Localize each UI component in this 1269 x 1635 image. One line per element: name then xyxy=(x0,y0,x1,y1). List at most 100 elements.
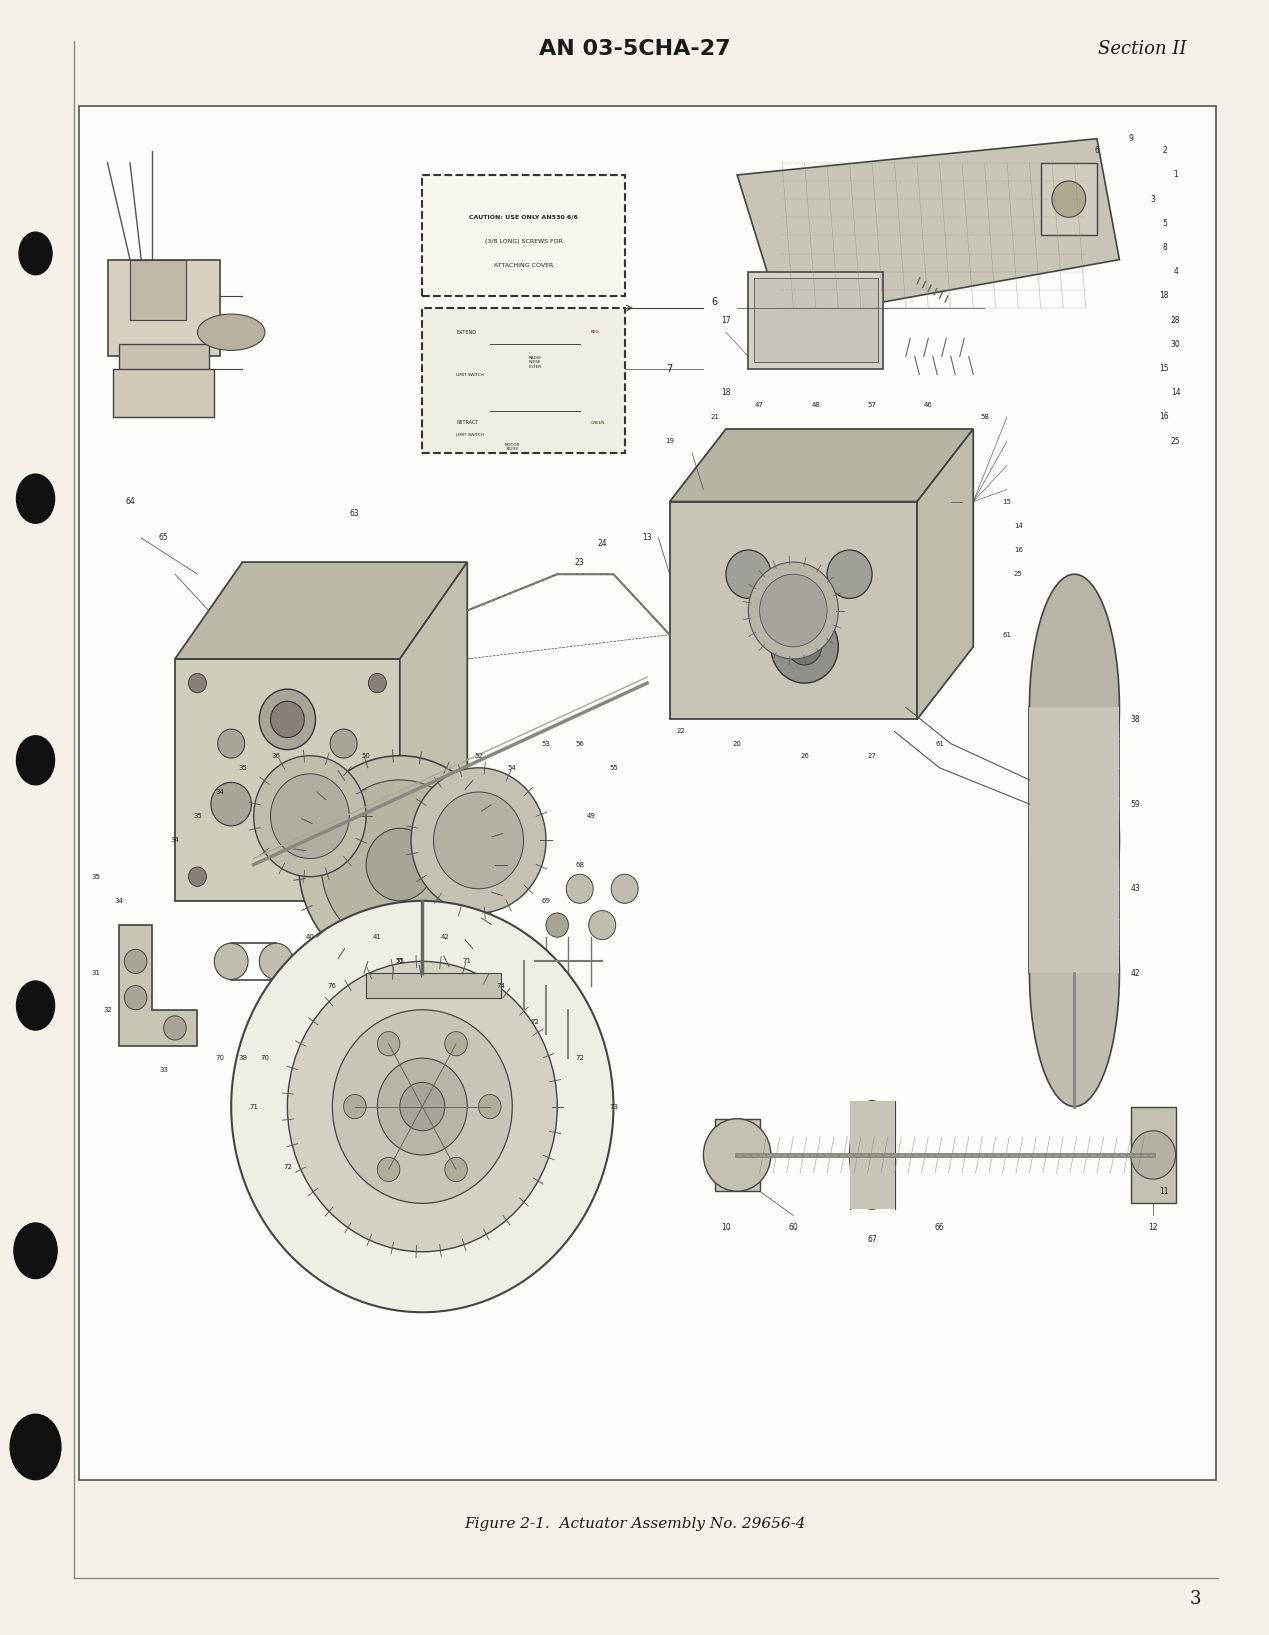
Text: 60: 60 xyxy=(788,1223,798,1233)
Circle shape xyxy=(19,232,52,275)
Text: 11: 11 xyxy=(1160,1187,1169,1195)
Text: 47: 47 xyxy=(755,402,764,407)
Text: 35: 35 xyxy=(193,813,202,819)
Bar xyxy=(1131,1107,1175,1203)
Circle shape xyxy=(124,950,147,973)
Circle shape xyxy=(218,729,245,759)
Text: 16: 16 xyxy=(1160,412,1169,422)
Circle shape xyxy=(566,875,593,903)
Text: 69: 69 xyxy=(542,898,551,904)
Text: 14: 14 xyxy=(1171,387,1180,397)
Bar xyxy=(423,307,624,453)
Text: 35: 35 xyxy=(91,873,100,880)
Ellipse shape xyxy=(1029,840,1119,1107)
Text: 61: 61 xyxy=(1003,631,1011,638)
Text: 10: 10 xyxy=(721,1223,731,1233)
Text: 21: 21 xyxy=(711,414,720,420)
Circle shape xyxy=(16,981,55,1030)
Text: 3: 3 xyxy=(1151,195,1156,204)
Ellipse shape xyxy=(1029,708,1119,973)
Text: 72: 72 xyxy=(530,1019,539,1025)
Text: 42: 42 xyxy=(440,934,449,940)
Polygon shape xyxy=(175,659,400,901)
Circle shape xyxy=(211,782,251,826)
Bar xyxy=(754,278,878,363)
Text: GREEN: GREEN xyxy=(591,420,605,425)
Bar xyxy=(849,1100,895,1210)
Circle shape xyxy=(189,867,207,886)
Text: 34: 34 xyxy=(170,837,179,844)
Ellipse shape xyxy=(1029,574,1119,840)
Text: LIMIT SWITCH: LIMIT SWITCH xyxy=(456,433,483,437)
Circle shape xyxy=(14,1223,57,1279)
Bar xyxy=(119,345,208,381)
Text: 58: 58 xyxy=(980,414,989,420)
Text: 18: 18 xyxy=(1160,291,1169,301)
Text: 17: 17 xyxy=(721,316,731,325)
Circle shape xyxy=(411,768,546,912)
Text: 75: 75 xyxy=(396,958,405,965)
Text: 56: 56 xyxy=(575,741,584,747)
Bar xyxy=(1029,708,1119,973)
Circle shape xyxy=(434,791,524,889)
Text: 59: 59 xyxy=(1131,800,1141,809)
Circle shape xyxy=(332,1010,513,1203)
Bar xyxy=(129,260,187,320)
Text: 28: 28 xyxy=(1171,316,1180,325)
Circle shape xyxy=(368,867,386,886)
Text: 39: 39 xyxy=(237,1055,247,1061)
Text: 3: 3 xyxy=(1189,1589,1202,1609)
Polygon shape xyxy=(670,428,973,502)
Text: 6: 6 xyxy=(1094,146,1099,155)
Text: 30: 30 xyxy=(1171,340,1180,348)
Ellipse shape xyxy=(198,314,265,350)
Text: CAUTION: USE ONLY AN530 6/6: CAUTION: USE ONLY AN530 6/6 xyxy=(470,214,577,219)
Text: AN 03-5CHA-27: AN 03-5CHA-27 xyxy=(538,39,731,59)
Circle shape xyxy=(400,1082,445,1131)
Text: 5: 5 xyxy=(1162,219,1166,227)
Text: 1: 1 xyxy=(1174,170,1178,180)
Text: 34: 34 xyxy=(114,898,123,904)
Text: MOTOR
30295: MOTOR 30295 xyxy=(505,443,520,451)
Text: 20: 20 xyxy=(732,741,741,747)
Text: 15: 15 xyxy=(1003,499,1011,505)
Circle shape xyxy=(321,780,478,950)
Text: 53: 53 xyxy=(542,741,551,747)
Bar xyxy=(365,973,501,997)
Text: 32: 32 xyxy=(103,1007,112,1012)
Circle shape xyxy=(589,911,615,940)
Text: 73: 73 xyxy=(609,1104,618,1110)
Circle shape xyxy=(254,755,365,876)
Text: EXTEND: EXTEND xyxy=(456,330,476,335)
Text: 51: 51 xyxy=(396,958,405,965)
Circle shape xyxy=(16,474,55,523)
Text: 7: 7 xyxy=(666,363,673,373)
Bar xyxy=(113,368,214,417)
Text: 31: 31 xyxy=(91,971,100,976)
Text: 35: 35 xyxy=(239,765,247,770)
Circle shape xyxy=(546,912,569,937)
Text: 70: 70 xyxy=(260,1055,269,1061)
Text: 38: 38 xyxy=(1131,714,1141,724)
Text: 63: 63 xyxy=(350,508,359,518)
Circle shape xyxy=(164,1015,187,1040)
Circle shape xyxy=(259,688,316,749)
Text: 22: 22 xyxy=(676,729,685,734)
Circle shape xyxy=(788,628,821,665)
Text: 25: 25 xyxy=(1014,571,1023,577)
Text: Section II: Section II xyxy=(1098,39,1187,59)
Text: 71: 71 xyxy=(463,958,472,965)
Circle shape xyxy=(726,549,770,598)
Circle shape xyxy=(124,986,147,1010)
Text: 66: 66 xyxy=(935,1223,944,1233)
Text: RED: RED xyxy=(591,330,599,334)
Text: 50: 50 xyxy=(362,752,371,759)
Circle shape xyxy=(377,1058,467,1154)
Circle shape xyxy=(344,1094,365,1118)
Circle shape xyxy=(330,729,357,759)
Bar xyxy=(108,260,220,356)
Circle shape xyxy=(270,773,349,858)
Text: 2: 2 xyxy=(1162,146,1166,155)
Circle shape xyxy=(760,574,827,647)
Polygon shape xyxy=(737,139,1119,320)
